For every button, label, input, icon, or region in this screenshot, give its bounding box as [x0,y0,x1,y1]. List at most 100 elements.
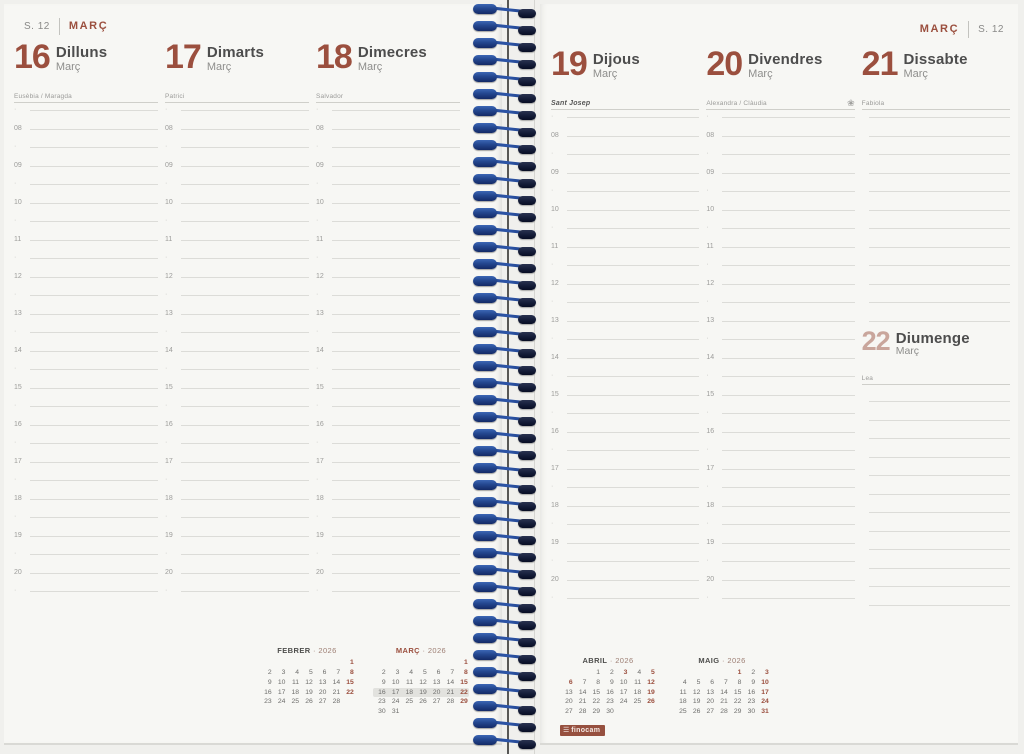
ruled-line [868,135,1010,137]
ruled-line [722,487,855,488]
calendar-day-cell: 17 [619,688,628,696]
ruled-line [567,135,700,137]
coil-right-loop [518,400,536,409]
day-column-18: 18 Dimecres Març Salvador · 08 · 09 · 10 · 11 · 12 · 13… [316,40,460,594]
half-hour-marker: · [706,372,709,379]
schedule-grid: · 08 · 09 · 10 · 11 · 12 · 13 · 14 · 15 · 16 · 17 · 18 · 19 · 20 · [165,103,309,594]
schedule-row: · [165,352,309,372]
spiral-coil [468,579,552,596]
day-name: Dilluns [55,44,108,61]
week-number-label: S. 12 [978,23,1004,35]
schedule-row: 08 [165,111,309,132]
hour-label: 11 [14,235,22,243]
schedule-row: 10 [706,192,855,213]
calendar-day-cell: 1 [737,669,742,677]
ruled-line [722,394,855,396]
hour-label: 17 [165,457,173,465]
day-column-20: 20 Divendres Març Alexandra / Clàudia ❀ · 08 · 0… [706,47,855,606]
ruled-line [722,542,855,544]
schedule-grid [862,384,1010,606]
ruled-line [30,276,158,278]
schedule-row: · [551,359,700,379]
coil-left-loop [473,667,497,677]
half-hour-marker: · [551,261,554,268]
calendar-day-cell: 28 [446,698,455,706]
ruled-line [868,493,1010,495]
spiral-coil [468,528,552,545]
schedule-row: · [706,322,855,342]
calendar-day-cell: 19 [419,688,427,696]
schedule-row [862,421,1010,439]
coil-right-loop [518,77,536,86]
calendar-month-name: MARÇ [395,646,420,656]
calendar-day-cell: 19 [305,688,313,696]
ruled-line [181,517,309,518]
schedule-row: 14 [551,340,700,361]
coil-right-loop [518,94,536,103]
coil-right-loop [518,179,536,188]
ruled-line [332,406,460,407]
hour-label: 13 [551,316,559,324]
schedule-row: · [165,426,309,446]
coil-right-loop [518,417,536,426]
half-hour-marker: · [551,594,554,601]
calendar-day-cell: 12 [647,678,655,686]
calendar-day-cell: 17 [277,688,286,696]
coil-right-loop [518,502,536,511]
ruled-line [722,524,855,525]
schedule-row: · [551,396,700,416]
calendar-day-cell: 20 [318,688,327,696]
half-hour-marker: · [551,372,554,379]
calendar-day-cell: 31 [761,708,769,716]
half-hour-marker: · [706,520,709,527]
spiral-coil [468,86,552,103]
hour-label: 17 [706,464,715,472]
hour-label: 19 [551,538,559,546]
day-month-label: Març [206,60,232,73]
ruled-line [181,239,309,241]
day-column-17: 17 Dimarts Març Patrici · 08 · 09 · 10 · 11 · 12 · 13 · 1… [165,40,309,594]
ruled-line [181,332,309,333]
ruled-line [181,554,309,555]
coil-left-loop [473,514,497,524]
schedule-row: · [14,352,158,372]
calendar-day-cell [286,658,300,668]
ruled-line [30,295,158,296]
schedule-row: · [551,507,700,527]
right-page: MARÇ S. 12 19 Dijous Març Sant Josep · 08 · 09 ·… [540,4,1018,745]
coil-right-loop [518,383,536,392]
ruled-line [181,184,309,185]
ruled-line [567,283,700,285]
hour-label: 20 [551,575,559,583]
half-hour-marker: · [14,513,17,520]
schedule-grid [862,110,1010,322]
calendar-month-name: ABRIL [582,656,608,666]
calendar-day-cell: 3 [395,669,400,677]
ruled-line [722,431,855,433]
calendar-day-cell [560,668,574,678]
hour-label: 10 [706,205,715,213]
finocam-logo: ☰ finocam [560,725,606,736]
calendar-day-cell: 9 [751,678,756,686]
schedule-row [862,266,1010,285]
schedule-row: 18 [316,481,460,502]
ruled-line [181,406,309,407]
spiral-coil [468,409,552,426]
calendar-day-cell [455,707,469,717]
calendar-day-cell: 23 [606,698,614,706]
calendar-day-cell: 4 [409,669,414,677]
spiral-coil [468,324,552,341]
ruled-line [868,512,1010,513]
ruled-line [567,191,700,192]
calendar-day-cell: 4 [295,669,300,677]
ruled-line [332,480,460,481]
schedule-row: · [165,204,309,224]
calendar-day-cell: 27 [706,708,715,716]
ruled-line [722,598,855,599]
hour-label: 13 [14,309,22,317]
calendar-day-cell [715,668,729,678]
ruled-line [722,117,855,118]
coil-right-loop [518,349,536,358]
month-label: MARÇ [919,23,960,35]
calendar-day-cell: 9 [609,678,614,686]
